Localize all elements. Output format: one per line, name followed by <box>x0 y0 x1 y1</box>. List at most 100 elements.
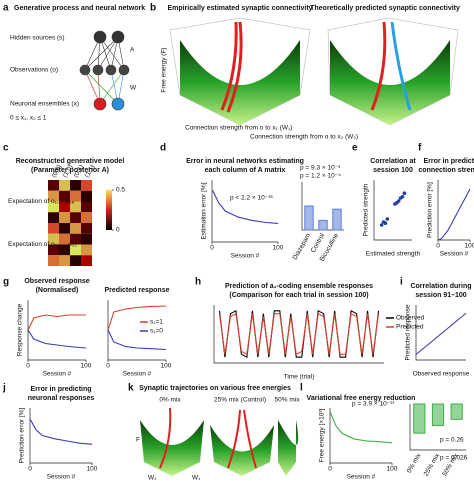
chart-title: (Parameter posterior A) <box>31 167 109 174</box>
x-tick-label: 0 <box>106 363 110 370</box>
label: 0% mix <box>159 397 181 404</box>
legend-label: Predicted <box>396 324 424 331</box>
series-line <box>329 411 393 444</box>
chart-title: Error in predicting <box>423 158 474 165</box>
panel-letter: j <box>2 383 6 394</box>
legend-label: Observed <box>396 315 425 322</box>
annotation: p < 2.2 × 10⁻¹⁶ <box>230 195 273 202</box>
label: 50% mix <box>275 397 301 404</box>
chart-title: Predicted response <box>105 287 170 294</box>
series-line <box>107 329 167 351</box>
axes <box>373 180 412 241</box>
heatmap-cell <box>59 212 70 223</box>
heatmap-cell <box>70 255 81 266</box>
axes <box>301 182 344 231</box>
x-tick-label: 100 <box>387 466 398 473</box>
point <box>400 195 405 199</box>
axes <box>27 300 86 361</box>
chart-title: Reconstructed generative model <box>16 158 125 165</box>
heatmap-cell <box>59 190 70 202</box>
panel-letter: e <box>352 143 358 154</box>
bar <box>304 205 314 231</box>
panel-letter: k <box>128 383 134 394</box>
x-tick-label: 100 <box>465 243 474 250</box>
y-axis-label: Predicted strength <box>363 183 370 236</box>
heatmap-cell <box>70 223 81 234</box>
axes <box>409 404 466 451</box>
chart-title: (Normalised) <box>36 287 79 294</box>
point <box>402 191 407 195</box>
point <box>383 221 388 225</box>
heatmap-cell <box>59 180 70 191</box>
x-tick-label: 0 <box>328 466 332 473</box>
x-axis-label: Session # <box>347 474 376 481</box>
heatmap-cell <box>48 223 59 234</box>
point <box>385 217 390 221</box>
colorbar-tick-label: 0.5 <box>116 187 125 194</box>
panel-letter: h <box>195 277 201 288</box>
x-tick-label: 100 <box>81 363 92 370</box>
heatmap-cell <box>48 180 59 191</box>
legend-label: s₁=0 <box>150 328 163 335</box>
panel-title: Theoretically predicted synaptic connect… <box>310 5 460 12</box>
x-tick-label: 0 <box>28 466 32 473</box>
chart-title: each column of A matrix <box>205 167 286 174</box>
axis-label: Connection strength from o to x₁ (W₁) <box>185 125 292 132</box>
series-line <box>415 312 467 355</box>
chart-title: Prediction of a₁-coding ensemble respons… <box>225 283 373 290</box>
point <box>379 223 384 227</box>
axes <box>329 408 392 464</box>
panel-letter: b <box>150 3 156 14</box>
y-axis-label: Free energy [×10³] <box>319 408 326 462</box>
colorbar <box>106 190 112 230</box>
chart-title: (Comparison for each trial in session 10… <box>229 292 368 299</box>
series-line <box>218 309 380 359</box>
chart-title: Correlation at <box>370 158 416 165</box>
label: W <box>130 85 137 92</box>
heatmap-cell <box>81 223 92 234</box>
x-axis-label: Session # <box>231 253 260 260</box>
x-tick-label: 100 <box>273 245 284 252</box>
surface <box>140 407 299 476</box>
chart-title: Correlation during <box>410 283 471 290</box>
chart-title: Variational free energy reduction <box>307 395 416 402</box>
axes <box>213 305 384 364</box>
series-line <box>212 190 279 224</box>
label: Neuronal ensembles (x) <box>10 101 79 108</box>
panel-title: Empirically estimated synaptic connectiv… <box>167 5 312 12</box>
legend-label: s₁=1 <box>150 319 163 326</box>
axis-label: Connection strength from o to x₂ (W₂) <box>250 134 358 141</box>
axes <box>437 180 470 241</box>
x-axis-label: Observed response <box>413 371 470 378</box>
heatmap-cell <box>70 201 81 213</box>
panel-letter: f <box>418 143 422 154</box>
chart-title: Error in neural networks estimating <box>186 158 304 165</box>
axis-label: W₁ <box>192 475 201 482</box>
x-tick-label: 0 <box>210 245 214 252</box>
y-axis-label: Predicted response <box>405 304 412 360</box>
x-axis-label: Session # <box>47 474 76 481</box>
annotation: p = 3.9 × 10⁻¹¹ <box>352 401 395 408</box>
annotation: p = 0.26 <box>440 437 464 444</box>
series-line <box>29 418 93 445</box>
chart-title: session 91–100 <box>415 292 466 299</box>
x-tick-label: 100 <box>87 466 98 473</box>
x-axis-label: Session # <box>43 371 72 378</box>
label: 0 ≤ x₁, x₂ ≤ 1 <box>10 115 47 122</box>
y-axis-label: Prediction error [%] <box>427 182 434 238</box>
series-line <box>107 305 167 331</box>
label: Observations (o) <box>10 67 58 74</box>
y-axis-label: Prediction error [%] <box>19 407 26 463</box>
heatmap-cell <box>48 201 59 213</box>
heatmap-cell <box>48 233 59 245</box>
heatmap-cell <box>81 255 92 266</box>
heatmap-cell <box>81 190 92 202</box>
label: A <box>130 47 135 54</box>
series-line <box>27 329 87 349</box>
y-axis-label: Estimation error [%] <box>201 182 208 239</box>
heatmap-cell <box>81 212 92 223</box>
x-axis-label: Session # <box>123 371 152 378</box>
series-line <box>437 188 471 241</box>
panel-title: Synaptic trajectories on various free en… <box>139 385 291 392</box>
